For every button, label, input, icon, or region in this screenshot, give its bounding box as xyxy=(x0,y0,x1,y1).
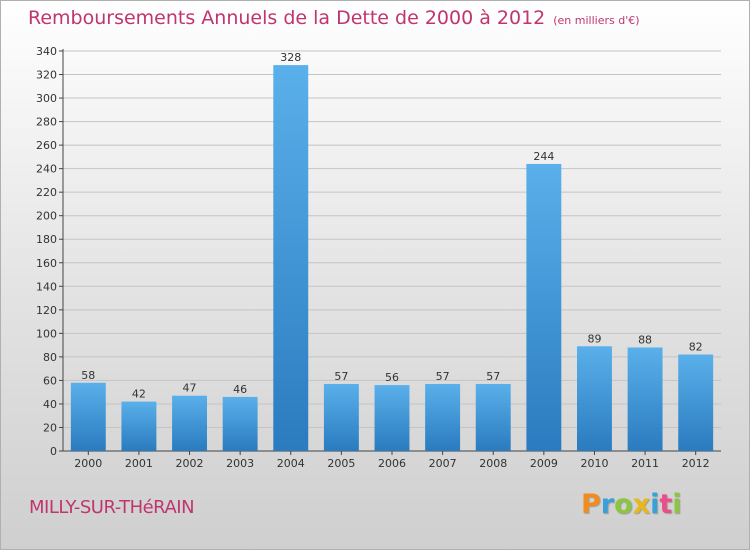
bar-value-label: 42 xyxy=(132,388,146,401)
y-tick-label: 180 xyxy=(36,233,57,246)
bars xyxy=(70,65,714,452)
x-tick-label: 2001 xyxy=(125,457,153,470)
bar xyxy=(374,385,410,451)
bar xyxy=(627,347,663,451)
chart-title: Remboursements Annuels de la Dette de 20… xyxy=(28,7,640,29)
x-tick-label: 2004 xyxy=(277,457,305,470)
y-tick-label: 260 xyxy=(36,139,57,152)
bar-value-label: 47 xyxy=(183,382,197,395)
x-tick-label: 2009 xyxy=(530,457,558,470)
y-tick-label: 160 xyxy=(36,257,57,270)
bar xyxy=(121,401,157,451)
logo-letter: P xyxy=(581,489,601,520)
logo-letter: x xyxy=(632,489,651,520)
bar xyxy=(576,346,612,451)
bar xyxy=(425,383,461,451)
logo-letter: r xyxy=(600,489,615,520)
logo-letter: o xyxy=(614,489,633,520)
bar xyxy=(273,65,309,451)
bar xyxy=(323,383,359,451)
x-tick-label: 2003 xyxy=(226,457,254,470)
bar xyxy=(222,396,258,451)
y-tick-label: 320 xyxy=(36,69,57,82)
x-tick-label: 2000 xyxy=(74,457,102,470)
bar xyxy=(70,382,106,451)
bar xyxy=(172,395,208,451)
logo-letter: i xyxy=(672,489,682,520)
y-tick-label: 40 xyxy=(43,398,57,411)
logo-letter: i xyxy=(650,489,660,520)
proxiti-logo: Proxiti xyxy=(581,489,682,520)
y-tick-label: 340 xyxy=(36,45,57,58)
x-tick-label: 2005 xyxy=(327,457,355,470)
bar xyxy=(678,354,714,451)
bar xyxy=(526,163,562,452)
bar-value-label: 89 xyxy=(587,332,601,345)
bar-value-label: 46 xyxy=(233,383,247,396)
logo-letter: t xyxy=(659,489,673,520)
x-tick-label: 2007 xyxy=(429,457,457,470)
bar-value-label: 88 xyxy=(638,333,652,346)
y-tick-label: 80 xyxy=(43,351,57,364)
y-tick-label: 0 xyxy=(50,445,57,458)
y-tick-label: 100 xyxy=(36,327,57,340)
chart-title-text: Remboursements Annuels de la Dette de 20… xyxy=(28,7,546,29)
chart-unit: (en milliers d'€) xyxy=(553,14,640,27)
x-tick-label: 2011 xyxy=(631,457,659,470)
y-tick-label: 220 xyxy=(36,186,57,199)
y-tick-label: 280 xyxy=(36,116,57,129)
bar-value-label: 57 xyxy=(486,370,500,383)
x-tick-label: 2002 xyxy=(176,457,204,470)
bar-value-label: 58 xyxy=(81,369,95,382)
y-tick-label: 200 xyxy=(36,210,57,223)
y-tick-label: 20 xyxy=(43,421,57,434)
x-tick-label: 2010 xyxy=(580,457,608,470)
x-tick-label: 2006 xyxy=(378,457,406,470)
bar-value-label: 328 xyxy=(280,51,301,64)
x-tick-label: 2012 xyxy=(682,457,710,470)
bar-value-label: 57 xyxy=(334,370,348,383)
y-tick-label: 60 xyxy=(43,374,57,387)
bar xyxy=(475,383,511,451)
x-tick-label: 2008 xyxy=(479,457,507,470)
y-tick-label: 120 xyxy=(36,304,57,317)
bar-value-label: 82 xyxy=(689,341,703,354)
y-tick-label: 240 xyxy=(36,163,57,176)
bar-value-label: 56 xyxy=(385,371,399,384)
bar-value-label: 244 xyxy=(533,150,554,163)
y-tick-label: 300 xyxy=(36,92,57,105)
commune-name: MILLY-SUR-THéRAIN xyxy=(29,497,195,518)
labels: 0 20 40 60 80 100 120 140 160 180 200 220 240 260 280 3… xyxy=(36,45,710,470)
bar-value-label: 57 xyxy=(436,370,450,383)
y-tick-label: 140 xyxy=(36,280,57,293)
